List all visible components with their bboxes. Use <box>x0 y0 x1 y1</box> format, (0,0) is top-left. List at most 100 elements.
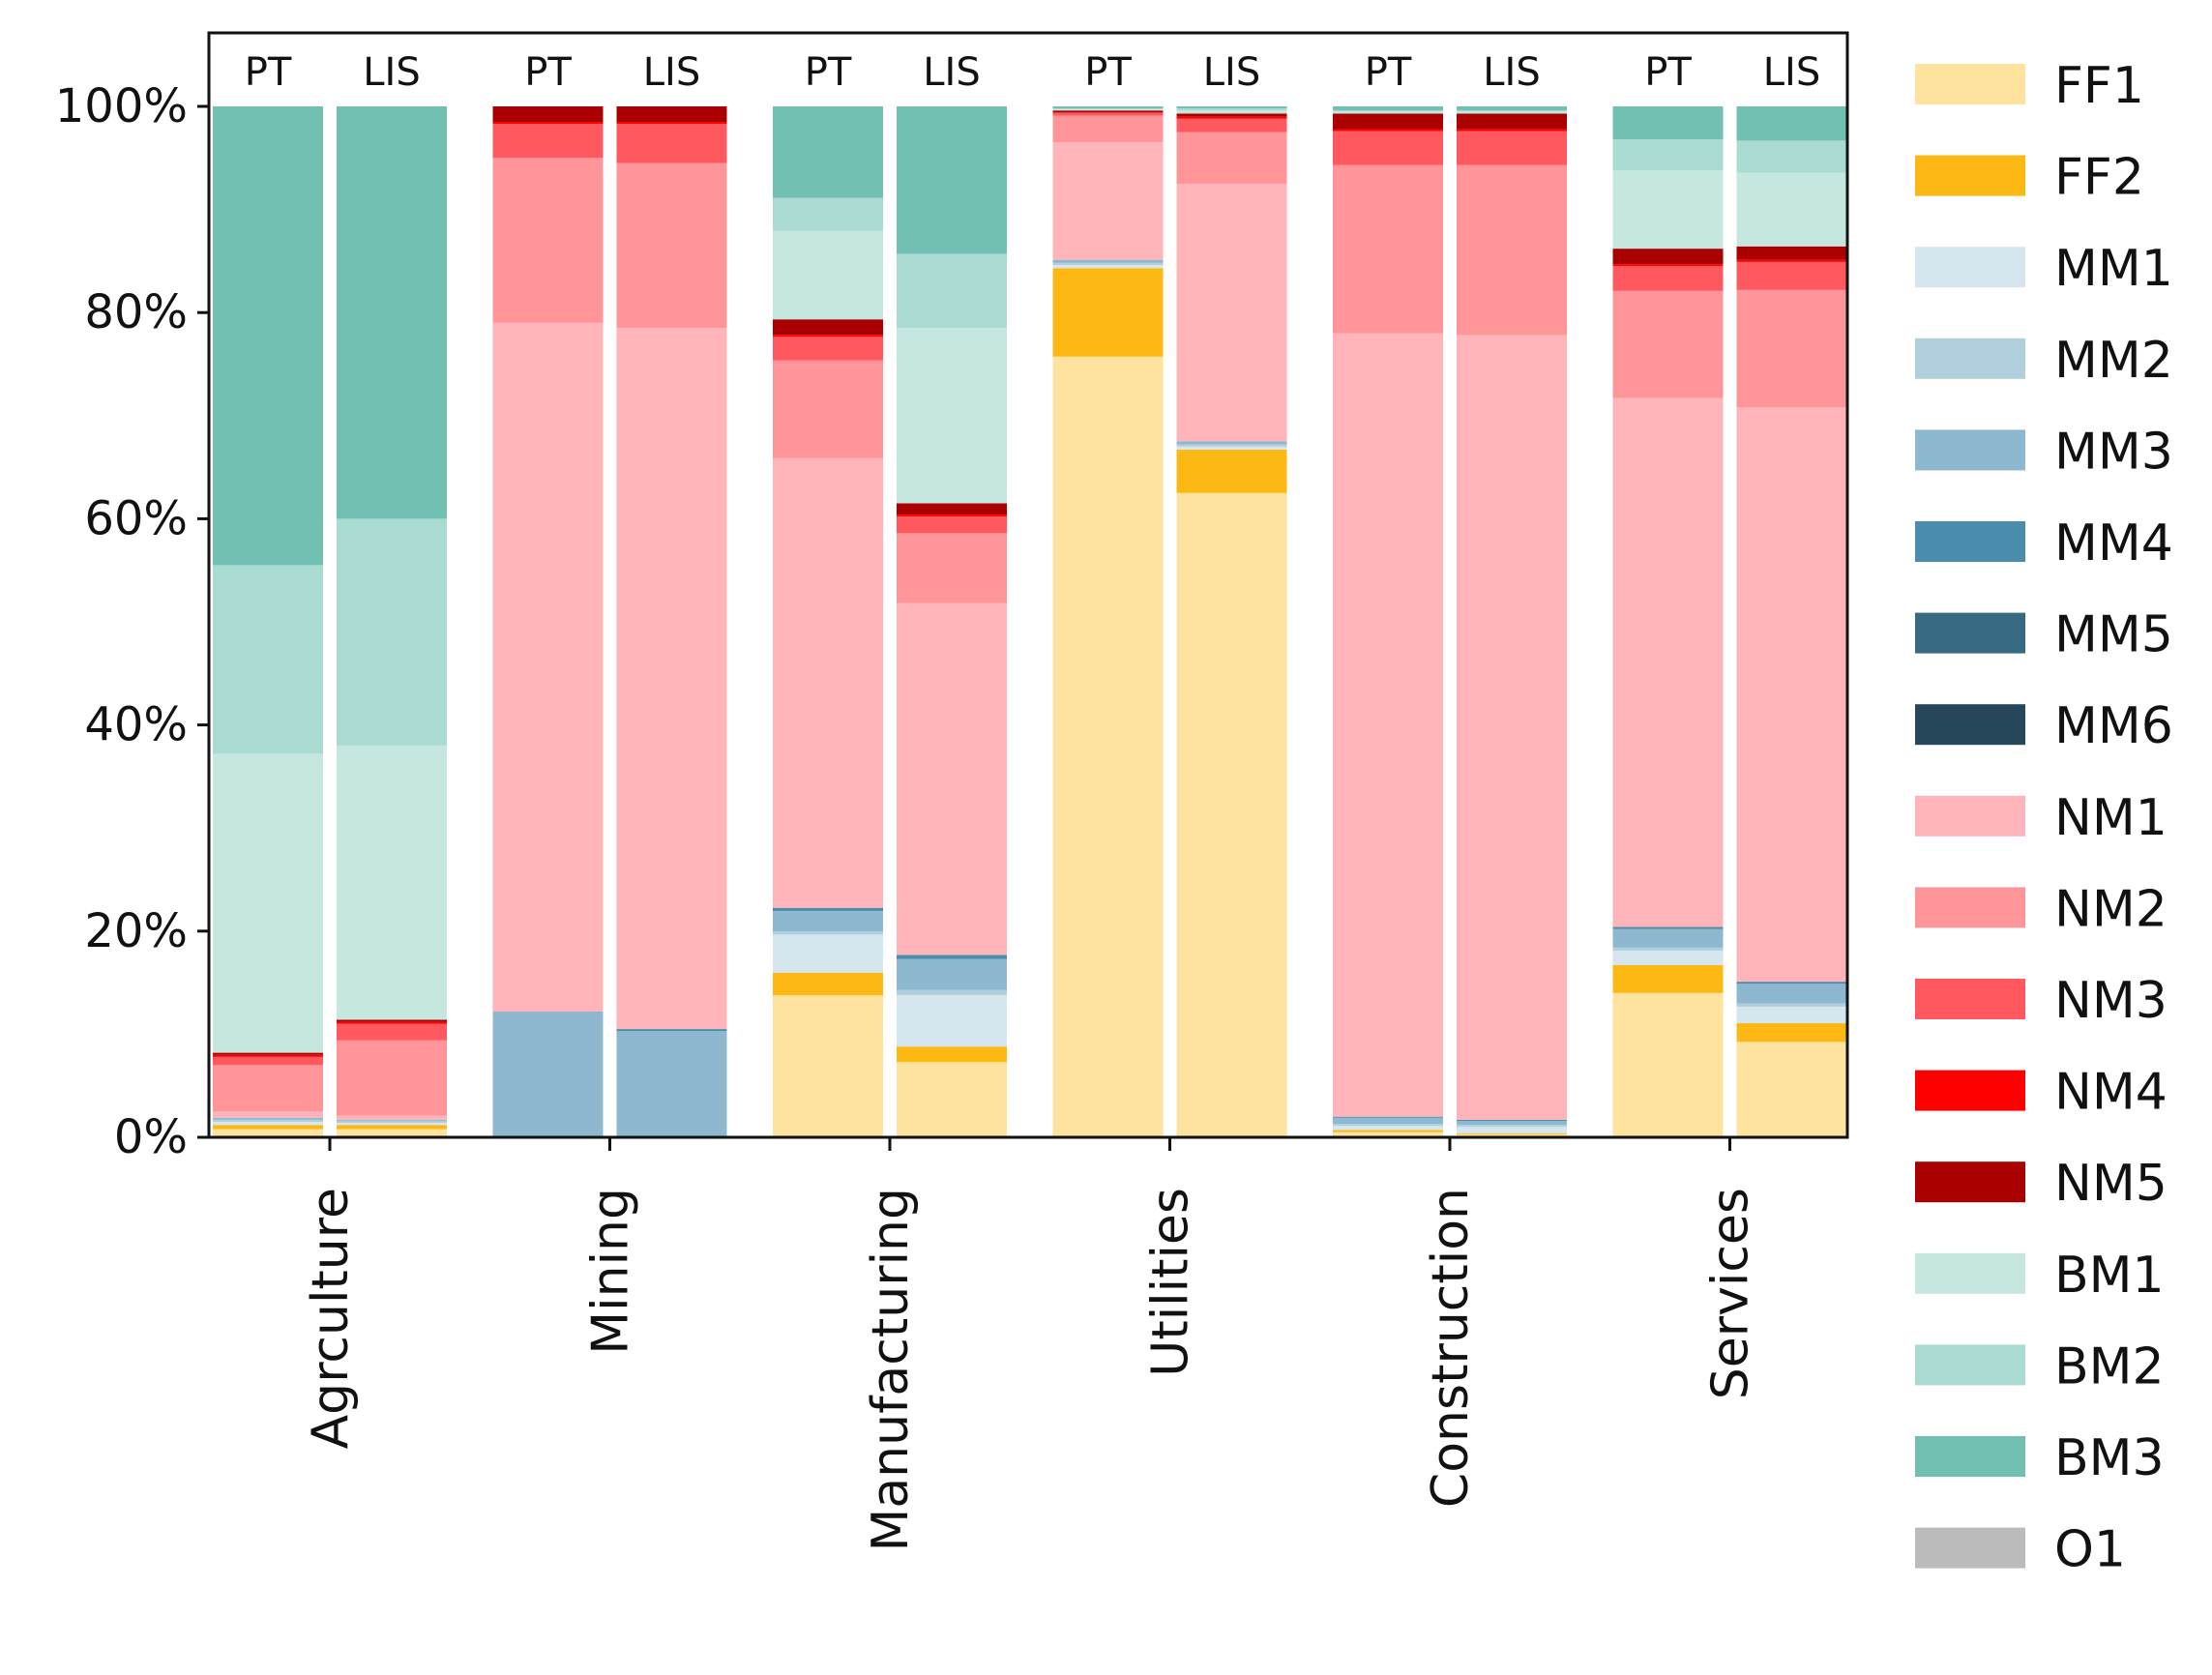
bar-segment-nm1 <box>213 1111 323 1118</box>
bar-segment-bm3 <box>773 106 883 198</box>
legend-label: MM6 <box>2054 697 2173 755</box>
bar-segment-bm3 <box>1176 106 1287 109</box>
bar-segment-nm4 <box>1176 116 1287 119</box>
bar-segment-nm3 <box>213 1056 323 1066</box>
legend: FF1 FF2 MM1 MM2 MM3 MM4 MM5 MM6 NM1 NM2 NM3 NM4 NM5 B… <box>1915 57 2173 1579</box>
bar-segment-ff1 <box>773 995 883 1137</box>
x-tick-label-manufacturing: Manufacturing <box>862 1188 920 1552</box>
bar-segment-nm5 <box>1052 110 1164 113</box>
bar-segment-nm3 <box>773 337 883 361</box>
legend-item-ff1: FF1 <box>1915 57 2144 115</box>
bar-segment-ff1 <box>213 1129 323 1137</box>
bar-segment-bm2 <box>1333 110 1443 112</box>
bar-segment-mm3 <box>1052 259 1164 263</box>
legend-swatch <box>1915 64 2025 104</box>
bar-segment-ff2 <box>1736 1023 1847 1043</box>
legend-item-mm1: MM1 <box>1915 240 2173 298</box>
bar-segment-bm1 <box>1736 172 1847 247</box>
bar-label-lis: LIS <box>923 50 980 95</box>
bar-services-pt <box>1612 106 1724 1137</box>
bar-segment-nm1 <box>1457 335 1567 1120</box>
bar-label-pt: PT <box>524 50 572 95</box>
bar-segment-ff2 <box>1176 449 1287 493</box>
bar-segment-nm2 <box>337 1040 447 1116</box>
bar-segment-mm3 <box>616 1031 727 1137</box>
bar-segment-ff1 <box>1052 356 1164 1137</box>
legend-swatch <box>1915 887 2025 928</box>
bar-manufacturing-pt <box>773 106 883 1137</box>
bar-segment-bm1 <box>1457 111 1567 114</box>
bar-segment-bm3 <box>337 106 447 519</box>
x-tick-label-mining: Mining <box>582 1188 640 1355</box>
legend-label: MM2 <box>2054 332 2173 390</box>
legend-item-bm3: BM3 <box>1915 1429 2165 1487</box>
bar-segment-nm5 <box>492 106 604 122</box>
bar-segment-nm1 <box>1736 407 1847 983</box>
bar-label-pt: PT <box>245 50 292 95</box>
bar-segment-nm5 <box>1333 113 1443 130</box>
bar-segment-ff1 <box>337 1129 447 1137</box>
bar-segment-bm1 <box>213 753 323 1053</box>
legend-item-mm2: MM2 <box>1915 332 2173 390</box>
bar-segment-mm1 <box>1736 1006 1847 1024</box>
legend-item-nm3: NM3 <box>1915 972 2168 1030</box>
legend-item-o1: O1 <box>1915 1521 2126 1579</box>
legend-item-bm1: BM1 <box>1915 1247 2165 1305</box>
legend-swatch <box>1915 247 2025 288</box>
legend-label: NM1 <box>2054 789 2168 847</box>
bar-segment-nm3 <box>1176 118 1287 132</box>
bar-segment-mm4 <box>897 955 1007 959</box>
bar-segment-mm4 <box>616 1029 727 1032</box>
legend-item-bm2: BM2 <box>1915 1337 2165 1396</box>
bar-segment-nm4 <box>1612 264 1724 267</box>
bar-segment-ff1 <box>1176 492 1287 1137</box>
bar-segment-nm2 <box>616 162 727 329</box>
bar-segment-nm2 <box>1333 164 1443 334</box>
bar-segment-mm3 <box>1333 1117 1443 1125</box>
bar-segment-nm3 <box>1736 261 1847 290</box>
bar-segment-nm5 <box>616 106 727 122</box>
y-tick-label: 20% <box>84 904 188 958</box>
bar-label-lis: LIS <box>1203 50 1260 95</box>
bar-segment-ff2 <box>1333 1130 1443 1132</box>
bar-segment-nm4 <box>337 1021 447 1024</box>
bar-segment-nm3 <box>492 124 604 159</box>
legend-swatch <box>1915 1344 2025 1386</box>
y-tick-label: 80% <box>84 285 188 339</box>
bar-segment-bm3 <box>1612 106 1724 140</box>
bar-segment-ff2 <box>1457 1132 1567 1134</box>
x-tick-label-construction: Construction <box>1422 1188 1480 1508</box>
bar-segment-mm1 <box>897 994 1007 1047</box>
bar-segment-nm1 <box>492 322 604 1012</box>
bar-segment-bm1 <box>1333 111 1443 114</box>
bar-label-pt: PT <box>805 50 852 95</box>
bar-segment-ff1 <box>897 1062 1007 1137</box>
bar-segment-bm1 <box>1176 110 1287 114</box>
legend-swatch <box>1915 1161 2025 1203</box>
bar-construction-pt <box>1333 106 1443 1137</box>
bar-segment-nm3 <box>616 124 727 163</box>
bar-segment-mm4 <box>1457 1119 1567 1121</box>
bar-segment-nm3 <box>1333 131 1443 165</box>
bar-segment-ff2 <box>1612 964 1724 993</box>
bar-segment-mm3 <box>337 1119 447 1121</box>
bar-segment-bm2 <box>897 253 1007 329</box>
legend-swatch <box>1915 1527 2025 1569</box>
bar-segment-nm5 <box>337 1019 447 1022</box>
bar-segment-mm4 <box>1333 1116 1443 1118</box>
bar-segment-mm3 <box>213 1117 323 1120</box>
bar-construction-lis <box>1457 106 1567 1137</box>
bar-segment-nm1 <box>337 1115 447 1120</box>
bar-segment-nm2 <box>1612 290 1724 398</box>
bar-segment-nm2 <box>492 158 604 323</box>
legend-item-mm5: MM5 <box>1915 606 2173 664</box>
bar-segment-nm5 <box>1457 113 1567 130</box>
y-tick-label: 100% <box>55 79 188 133</box>
bar-label-pt: PT <box>1644 50 1692 95</box>
bar-mining-lis <box>616 106 727 1137</box>
bar-segment-mm1 <box>337 1123 447 1126</box>
bar-segment-mm2 <box>1612 947 1724 952</box>
bar-segment-mm3 <box>1457 1120 1567 1126</box>
bar-segment-bm1 <box>1612 170 1724 250</box>
